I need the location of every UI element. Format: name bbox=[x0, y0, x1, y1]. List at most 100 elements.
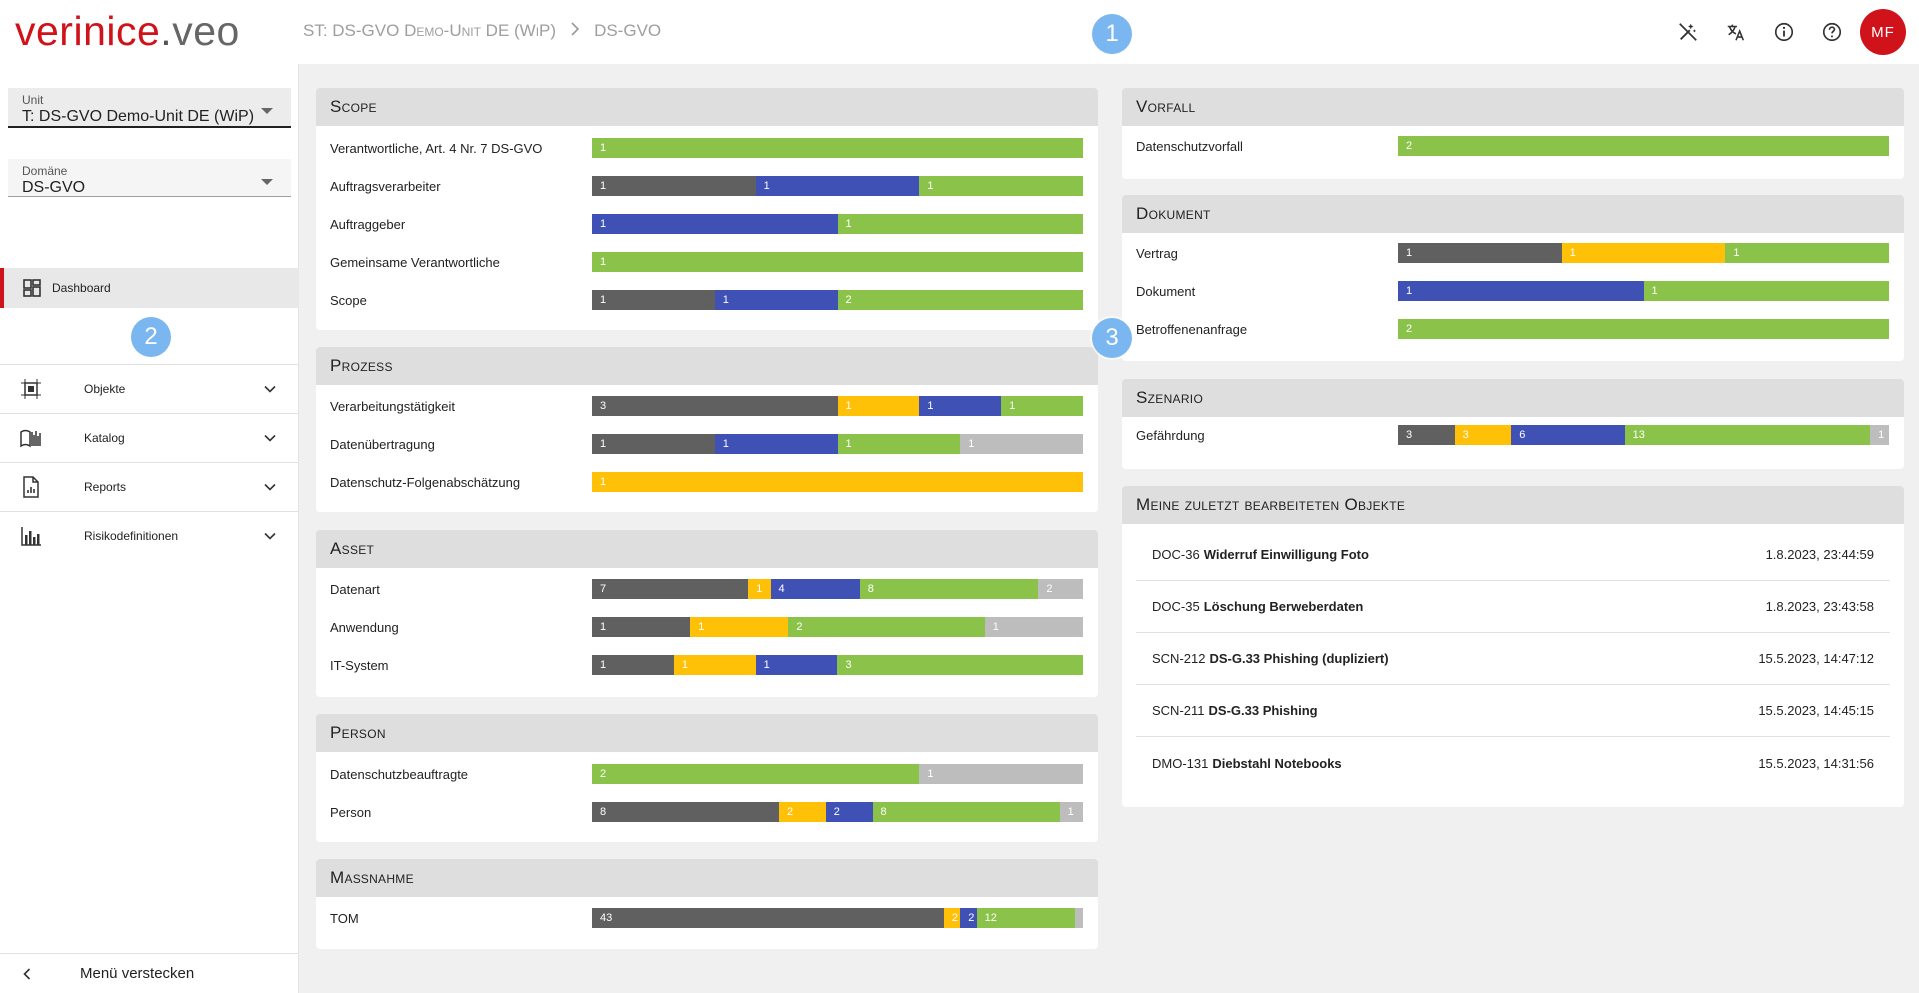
magic-off-icon[interactable] bbox=[1664, 9, 1712, 55]
bar-segment-green[interactable]: 1 bbox=[837, 214, 1083, 234]
bar-segment-green[interactable]: 13 bbox=[1624, 425, 1871, 445]
bar-segment-green[interactable]: 1 bbox=[837, 434, 961, 454]
stacked-bar: 1 bbox=[592, 252, 1083, 272]
bar-segment-green[interactable]: 2 bbox=[592, 764, 920, 784]
bar-segment-blue[interactable]: 2 bbox=[960, 908, 977, 928]
list-item[interactable]: DOC-35 Löschung Berweberdaten 1.8.2023, 23… bbox=[1136, 581, 1890, 633]
hide-menu-button[interactable]: Menü verstecken bbox=[0, 953, 299, 993]
bar-segment-blue[interactable]: 1 bbox=[1398, 281, 1644, 301]
bar-segment-light[interactable]: 1 bbox=[984, 617, 1083, 637]
bar-segment-gray[interactable]: 43 bbox=[592, 908, 944, 928]
bar-segment-yellow[interactable]: 1 bbox=[673, 655, 756, 675]
bar-segment-green[interactable]: 1 bbox=[919, 176, 1083, 196]
tour-step-badge-2[interactable]: 2 bbox=[131, 317, 171, 357]
bar-segment-gray[interactable]: 7 bbox=[592, 579, 749, 599]
bar-segment-green[interactable]: 8 bbox=[872, 802, 1060, 822]
bar-segment-yellow[interactable]: 1 bbox=[1561, 243, 1726, 263]
tour-step-badge-3[interactable]: 3 bbox=[1092, 318, 1132, 358]
bar-segment-blue[interactable]: 1 bbox=[714, 434, 838, 454]
translate-icon[interactable] bbox=[1712, 9, 1760, 55]
widget-title[interactable]: Maßnahme bbox=[316, 859, 1098, 897]
chart-row: Datenschutzvorfall 2 bbox=[1122, 136, 1904, 156]
widget-title[interactable]: Prozess bbox=[316, 347, 1098, 385]
stacked-bar: 2 bbox=[1398, 136, 1889, 156]
bar-segment-yellow[interactable]: 1 bbox=[748, 579, 771, 599]
bar-segment-blue[interactable]: 6 bbox=[1511, 425, 1625, 445]
breadcrumb-domain[interactable]: DS-GVO bbox=[594, 21, 662, 40]
bar-segment-blue[interactable]: 1 bbox=[755, 176, 920, 196]
bar-segment-green[interactable]: 3 bbox=[837, 655, 1083, 675]
bar-segment-blue[interactable]: 4 bbox=[770, 579, 860, 599]
unit-select[interactable]: Unit T: DS-GVO Demo-Unit DE (WiP) bbox=[8, 88, 291, 128]
sidebar-group-reports[interactable]: Reports bbox=[0, 462, 299, 511]
chart-row: Person 8 2 2 8 1 bbox=[316, 802, 1098, 822]
bar-segment-yellow[interactable]: 3 bbox=[1454, 425, 1512, 445]
bar-segment-green[interactable]: 12 bbox=[976, 908, 1075, 928]
bar-segment-yellow[interactable]: 2 bbox=[943, 908, 961, 928]
bar-segment-green[interactable]: 8 bbox=[859, 579, 1039, 599]
bar-segment-gray[interactable]: 1 bbox=[1398, 243, 1562, 263]
breadcrumb: ST: DS-GVO Demo-Unit DE (WiP) DS-GVO bbox=[303, 21, 661, 41]
bar-segment-blue[interactable]: 1 bbox=[714, 290, 838, 310]
bar-segment-blue[interactable]: 1 bbox=[755, 655, 838, 675]
bar-segment-green[interactable]: 1 bbox=[592, 252, 1083, 272]
list-item[interactable]: DOC-36 Widerruf Einwilligung Foto 1.8.2023… bbox=[1136, 529, 1890, 581]
bar-segment-light[interactable]: 2 bbox=[1038, 579, 1083, 599]
bar-segment-gray[interactable]: 3 bbox=[592, 396, 838, 416]
chart-row: Gemeinsame Verantwortliche 1 bbox=[316, 252, 1098, 272]
bar-segment-green[interactable]: 1 bbox=[592, 138, 1083, 158]
bar-segment-gray[interactable]: 3 bbox=[1398, 425, 1455, 445]
bar-segment-green[interactable]: 2 bbox=[837, 290, 1083, 310]
sidebar-group-risikodefinitionen[interactable]: Risikodefinitionen bbox=[0, 511, 299, 560]
bar-segment-gray[interactable]: 1 bbox=[592, 655, 674, 675]
widget-title[interactable]: Person bbox=[316, 714, 1098, 752]
report-icon bbox=[20, 476, 42, 498]
sidebar-group-katalog[interactable]: Katalog bbox=[0, 413, 299, 462]
bar-segment-light[interactable]: 1 bbox=[1059, 802, 1083, 822]
bar-segment-blue[interactable]: 1 bbox=[592, 214, 838, 234]
list-item[interactable]: SCN-211 DS-G.33 Phishing 15.5.2023, 14:45:… bbox=[1136, 685, 1890, 737]
logo[interactable]: verinice.veo bbox=[15, 8, 240, 55]
bar-segment-green[interactable]: 1 bbox=[1725, 243, 1889, 263]
tour-step-badge-1[interactable]: 1 bbox=[1092, 14, 1132, 54]
bar-segment-green[interactable]: 2 bbox=[1398, 319, 1889, 339]
bar-segment-green[interactable]: 1 bbox=[1001, 396, 1083, 416]
bar-segment-light[interactable]: 1 bbox=[1870, 425, 1889, 445]
domain-select[interactable]: Domäne DS-GVO bbox=[8, 159, 291, 197]
bar-segment-gray[interactable]: 1 bbox=[592, 176, 756, 196]
bar-segment-yellow[interactable]: 2 bbox=[779, 802, 826, 822]
widget-title[interactable]: Asset bbox=[316, 530, 1098, 568]
help-icon[interactable] bbox=[1808, 9, 1856, 55]
bar-segment-gray[interactable]: 8 bbox=[592, 802, 780, 822]
bar-segment-green[interactable]: 2 bbox=[788, 617, 985, 637]
widget-title[interactable]: Scope bbox=[316, 88, 1098, 126]
bar-segment-yellow[interactable]: 1 bbox=[592, 472, 1083, 492]
bar-segment-blue[interactable]: 1 bbox=[919, 396, 1002, 416]
sidebar-item-dashboard[interactable]: Dashboard bbox=[0, 268, 299, 308]
bar-segment-yellow[interactable]: 1 bbox=[690, 617, 789, 637]
bar-segment-gray[interactable]: 1 bbox=[592, 617, 691, 637]
widget-title[interactable]: Vorfall bbox=[1122, 88, 1904, 126]
chart-row: Dokument 1 1 bbox=[1122, 281, 1904, 301]
list-item[interactable]: SCN-212 DS-G.33 Phishing (dupliziert) 15.5… bbox=[1136, 633, 1890, 685]
sidebar-group-objekte[interactable]: Objekte bbox=[0, 364, 299, 413]
bar-segment-light[interactable] bbox=[1074, 908, 1083, 928]
bar-segment-green[interactable]: 1 bbox=[1643, 281, 1889, 301]
chart-row-label: Verarbeitungstätigkeit bbox=[330, 398, 456, 414]
info-icon[interactable] bbox=[1760, 9, 1808, 55]
bar-segment-yellow[interactable]: 1 bbox=[837, 396, 920, 416]
asset-widget: Asset Datenart 7 1 4 8 2 Anwendung 1 1 2 1 IT-Syste… bbox=[316, 530, 1098, 697]
list-item[interactable]: DMO-131 Diebstahl Notebooks 15.5.2023, 14:… bbox=[1136, 737, 1890, 789]
breadcrumb-unit[interactable]: ST: DS-GVO Demo-Unit DE (WiP) bbox=[303, 21, 557, 40]
bar-segment-gray[interactable]: 1 bbox=[592, 434, 715, 454]
chart-row: Verarbeitungstätigkeit 3 1 1 1 bbox=[316, 396, 1098, 416]
bar-segment-light[interactable]: 1 bbox=[960, 434, 1083, 454]
widget-title[interactable]: Szenario bbox=[1122, 379, 1904, 417]
avatar[interactable]: MF bbox=[1860, 9, 1906, 55]
bar-segment-gray[interactable]: 1 bbox=[592, 290, 715, 310]
widget-title[interactable]: Dokument bbox=[1122, 195, 1904, 233]
bar-segment-blue[interactable]: 2 bbox=[825, 802, 873, 822]
bar-segment-light[interactable]: 1 bbox=[919, 764, 1083, 784]
bar-segment-green[interactable]: 2 bbox=[1398, 136, 1889, 156]
